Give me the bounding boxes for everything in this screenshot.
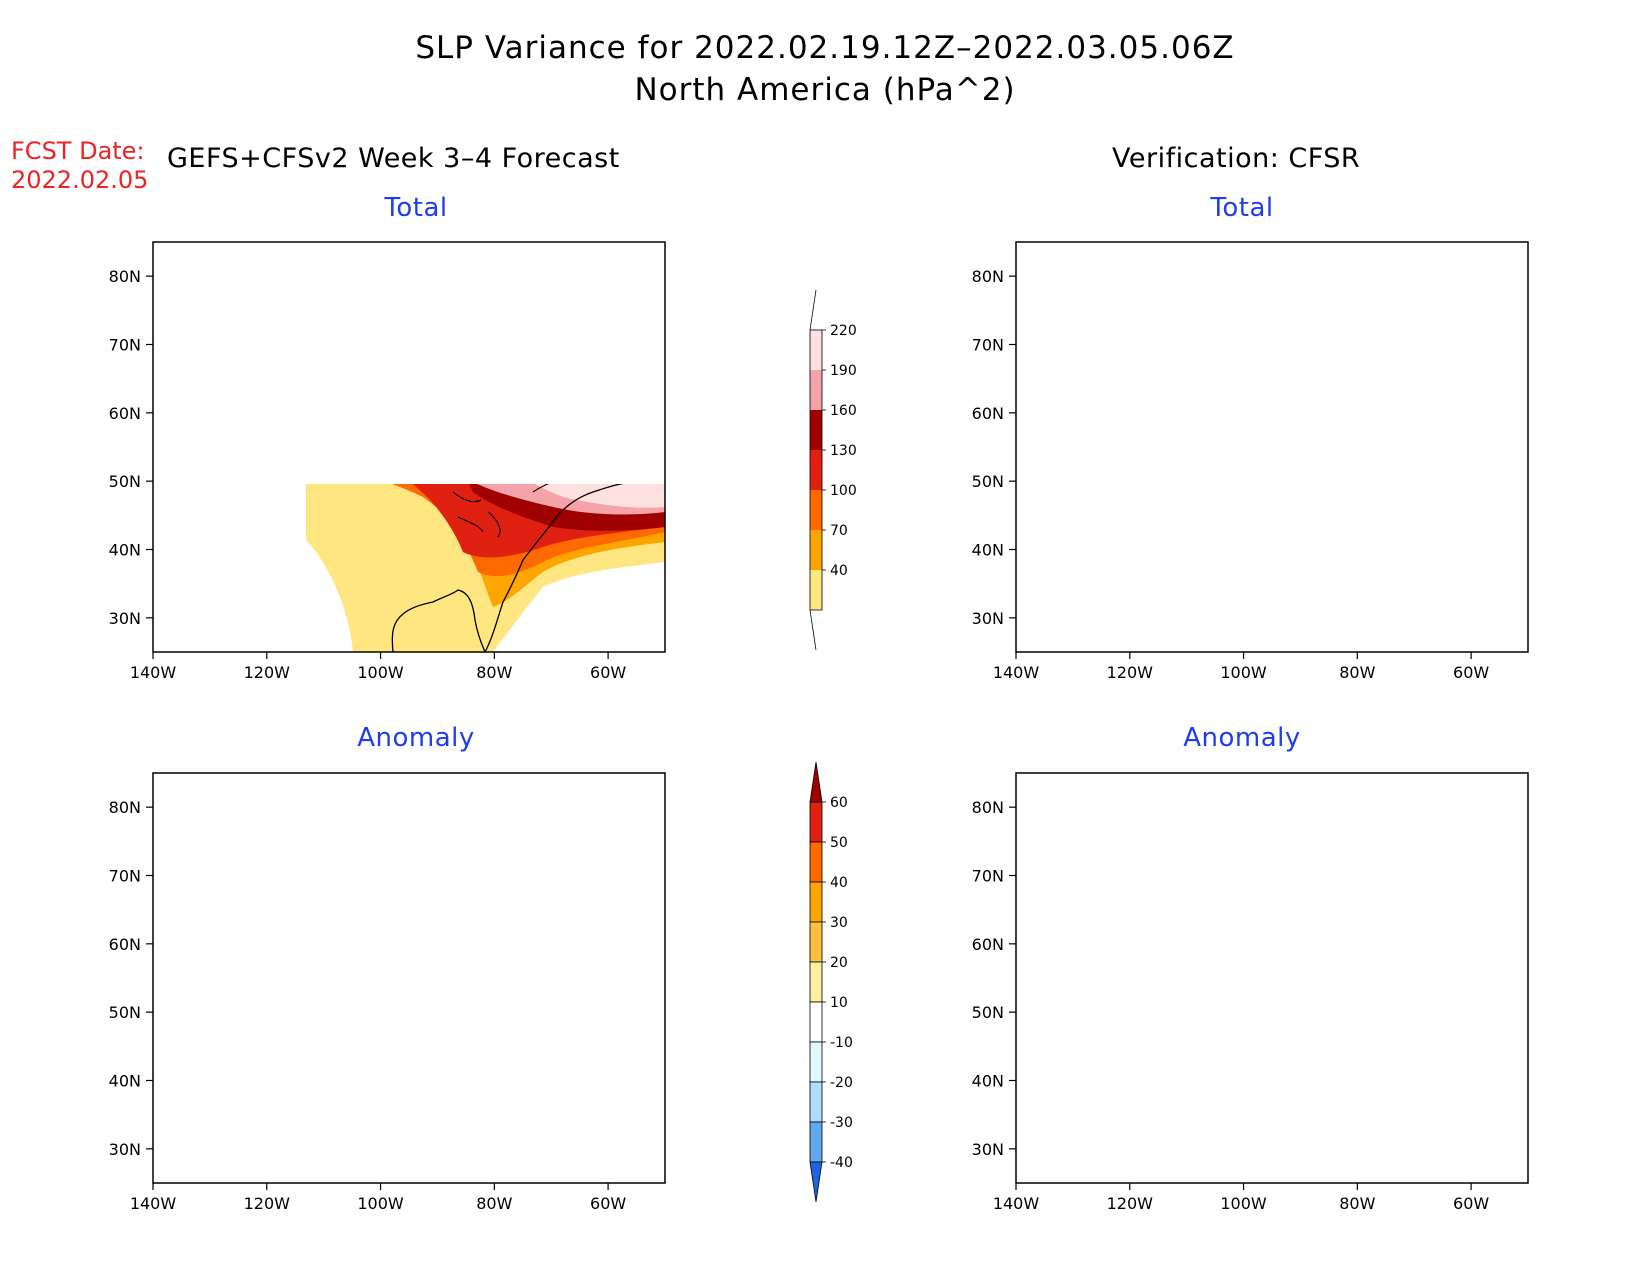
panel-title-cfsr-total: Total	[1210, 193, 1274, 223]
lat-tick-label: 50N	[972, 1003, 1004, 1022]
anomaly-colorbar: 60 50 40 30 20 10 -10 -20 -30 -40	[809, 761, 853, 1203]
lon-tick-label: 100W	[1220, 1194, 1267, 1213]
lat-tick-label: 30N	[109, 1140, 141, 1159]
lon-tick-label: 100W	[357, 1194, 404, 1213]
lat-tick-label: 70N	[109, 336, 141, 355]
panel-title-fcst-anomaly: Anomaly	[357, 723, 475, 753]
lat-tick-label: 80N	[109, 267, 141, 286]
colorbar-swatch	[810, 530, 822, 570]
colorbar-swatch	[809, 1041, 823, 1083]
colorbar-label: 100	[830, 483, 857, 499]
colorbar-label: 40	[830, 875, 848, 891]
lat-tick-label: 60N	[972, 935, 1004, 954]
lon-tick-label: 60W	[1453, 1194, 1489, 1213]
lon-tick-label: 120W	[244, 663, 291, 682]
colorbar-arrow-top	[809, 761, 823, 803]
colorbar-swatch	[810, 450, 822, 490]
colorbar-label: -20	[830, 1075, 853, 1091]
colorbar-label: 130	[830, 443, 857, 459]
lat-tick-label: 60N	[109, 935, 141, 954]
main-subtitle: North America (hPa^2)	[634, 72, 1016, 108]
lat-tick-label: 50N	[109, 472, 141, 491]
lon-tick-label: 140W	[993, 1194, 1040, 1213]
lat-tick-label: 70N	[972, 867, 1004, 886]
fcst-date-label: FCST Date:	[11, 137, 145, 165]
colorbar-swatch	[809, 881, 823, 923]
colorbar-swatch	[809, 801, 823, 843]
panel-fcst-total	[152, 241, 666, 653]
lon-tick-label: 140W	[993, 663, 1040, 682]
lon-tick-label: 120W	[1107, 1194, 1154, 1213]
left-column-title: GEFS+CFSv2 Week 3–4 Forecast	[167, 143, 620, 174]
lon-tick-label: 100W	[357, 663, 404, 682]
lon-tick-label: 120W	[1107, 663, 1154, 682]
lat-tick-label: 30N	[972, 609, 1004, 628]
lat-tick-label: 40N	[972, 1072, 1004, 1091]
lat-tick-label: 50N	[109, 1003, 141, 1022]
colorbar-label: 50	[830, 835, 848, 851]
colorbar-label: 60	[830, 795, 848, 811]
lat-tick-label: 80N	[109, 798, 141, 817]
lon-tick-label: 80W	[476, 1194, 512, 1213]
colorbar-label: 40	[830, 563, 848, 579]
colorbar-swatch	[810, 330, 822, 370]
colorbar-label: 70	[830, 523, 848, 539]
lon-tick-label: 140W	[130, 1194, 177, 1213]
lat-tick-label: 70N	[109, 867, 141, 886]
colorbar-swatch	[809, 1081, 823, 1123]
fcst-date-value: 2022.02.05	[11, 166, 149, 194]
colorbar-swatch	[810, 370, 822, 410]
colorbar-swatch	[810, 490, 822, 530]
lon-tick-label: 80W	[1339, 1194, 1375, 1213]
colorbar-swatch	[810, 570, 822, 610]
total-colorbar: 220 190 160 130 100 70 40	[809, 289, 857, 651]
main-title: SLP Variance for 2022.02.19.12Z–2022.03.…	[415, 30, 1235, 66]
lat-tick-label: 60N	[972, 404, 1004, 423]
colorbar-swatch	[809, 841, 823, 883]
colorbar-swatch	[810, 410, 822, 450]
lon-tick-label: 60W	[1453, 663, 1489, 682]
colorbar-arrow-bottom	[809, 1161, 823, 1203]
lat-tick-label: 80N	[972, 267, 1004, 286]
lon-tick-label: 80W	[476, 663, 512, 682]
colorbar-label: 30	[830, 915, 848, 931]
panel-title-fcst-total: Total	[384, 193, 448, 223]
colorbar-label: 160	[830, 403, 857, 419]
panel-cfsr-total	[1015, 241, 1529, 653]
colorbar-label: 20	[830, 955, 848, 971]
lat-tick-label: 80N	[972, 798, 1004, 817]
panel-title-cfsr-anomaly: Anomaly	[1183, 723, 1301, 753]
right-column-title: Verification: CFSR	[1112, 143, 1361, 174]
colorbar-swatch	[809, 921, 823, 963]
lat-tick-label: 40N	[972, 541, 1004, 560]
colorbar-label: 220	[830, 323, 857, 339]
lat-tick-label: 60N	[109, 404, 141, 423]
lat-tick-label: 30N	[109, 609, 141, 628]
lon-tick-label: 60W	[590, 663, 626, 682]
lon-tick-label: 80W	[1339, 663, 1375, 682]
lon-tick-label: 120W	[244, 1194, 291, 1213]
lat-tick-label: 40N	[109, 1072, 141, 1091]
colorbar-label: 190	[830, 363, 857, 379]
lon-tick-label: 60W	[590, 1194, 626, 1213]
lat-tick-label: 30N	[972, 1140, 1004, 1159]
colorbar-label: -30	[830, 1115, 853, 1131]
lon-tick-label: 100W	[1220, 663, 1267, 682]
colorbar-swatch	[809, 1121, 823, 1163]
colorbar-swatch	[809, 1001, 823, 1043]
lat-tick-label: 70N	[972, 336, 1004, 355]
panel-fcst-anomaly	[152, 772, 666, 1184]
panel-cfsr-anomaly	[1015, 772, 1529, 1184]
colorbar-label: -40	[830, 1155, 853, 1171]
lat-tick-label: 40N	[109, 541, 141, 560]
colorbar-label: 10	[830, 995, 848, 1011]
lat-tick-label: 50N	[972, 472, 1004, 491]
lon-tick-label: 140W	[130, 663, 177, 682]
colorbar-label: -10	[830, 1035, 853, 1051]
colorbar-swatch	[809, 961, 823, 1003]
